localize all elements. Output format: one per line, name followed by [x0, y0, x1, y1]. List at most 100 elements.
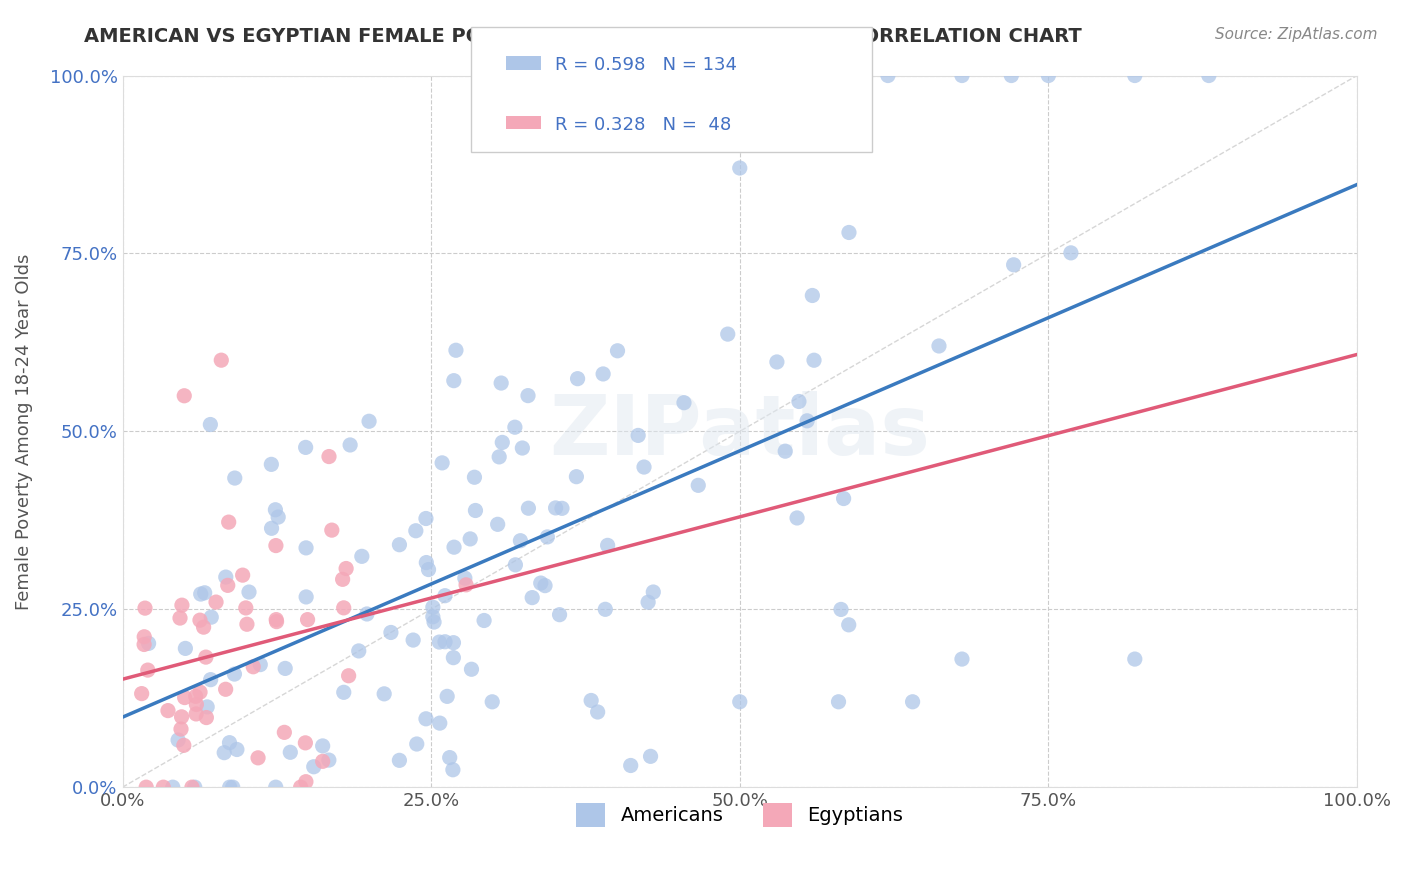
- Point: [728, 695, 751, 709]
- Point: [350, 549, 373, 564]
- Point: [530, 576, 553, 591]
- Point: [787, 394, 810, 409]
- Point: [156, 704, 179, 718]
- Point: [215, 570, 238, 584]
- Point: [236, 617, 259, 632]
- Point: [295, 590, 318, 604]
- Text: AMERICAN VS EGYPTIAN FEMALE POVERTY AMONG 18-24 YEAR OLDS CORRELATION CHART: AMERICAN VS EGYPTIAN FEMALE POVERTY AMON…: [84, 27, 1083, 45]
- Point: [415, 712, 437, 726]
- Point: [1123, 69, 1146, 83]
- Point: [136, 663, 159, 677]
- Point: [267, 510, 290, 524]
- Point: [430, 456, 453, 470]
- Point: [441, 650, 464, 665]
- Point: [266, 615, 288, 629]
- Point: [225, 742, 247, 756]
- Point: [311, 739, 333, 753]
- Point: [544, 500, 567, 515]
- Point: [302, 760, 325, 774]
- Point: [332, 572, 354, 586]
- Point: [218, 780, 240, 794]
- Text: ZIPatlas: ZIPatlas: [550, 391, 931, 472]
- Point: [688, 478, 710, 492]
- Point: [290, 780, 312, 794]
- Point: [264, 780, 287, 794]
- Point: [832, 491, 855, 506]
- Point: [928, 339, 950, 353]
- Point: [200, 610, 222, 624]
- Point: [169, 611, 191, 625]
- Point: [522, 591, 544, 605]
- Point: [260, 521, 283, 535]
- Point: [444, 343, 467, 358]
- Point: [217, 578, 239, 592]
- Point: [801, 288, 824, 302]
- Point: [181, 780, 204, 794]
- Point: [423, 615, 446, 629]
- Point: [637, 595, 659, 609]
- Point: [596, 538, 619, 552]
- Point: [950, 69, 973, 83]
- Point: [184, 780, 207, 794]
- Point: [337, 669, 360, 683]
- Point: [174, 641, 197, 656]
- Point: [173, 690, 195, 705]
- Point: [264, 539, 287, 553]
- Point: [672, 395, 695, 409]
- Point: [463, 470, 485, 484]
- Point: [551, 501, 574, 516]
- Point: [436, 690, 458, 704]
- Point: [1038, 69, 1060, 83]
- Point: [332, 600, 354, 615]
- Point: [388, 538, 411, 552]
- Point: [803, 353, 825, 368]
- Point: [218, 736, 240, 750]
- Point: [548, 607, 571, 622]
- Point: [433, 589, 456, 603]
- Point: [170, 710, 193, 724]
- Point: [152, 780, 174, 794]
- Point: [643, 585, 665, 599]
- Point: [321, 523, 343, 537]
- Point: [827, 695, 849, 709]
- Point: [592, 367, 614, 381]
- Point: [464, 503, 486, 517]
- Point: [402, 633, 425, 648]
- Point: [312, 755, 335, 769]
- Point: [486, 517, 509, 532]
- Point: [728, 161, 751, 175]
- Point: [786, 511, 808, 525]
- Point: [218, 515, 240, 529]
- Point: [460, 662, 482, 676]
- Point: [200, 417, 222, 432]
- Point: [1060, 245, 1083, 260]
- Point: [135, 780, 157, 794]
- Point: [339, 438, 361, 452]
- Point: [415, 511, 437, 525]
- Point: [472, 614, 495, 628]
- Point: [205, 595, 228, 609]
- Text: R = 0.598   N = 134: R = 0.598 N = 134: [555, 56, 737, 74]
- Point: [415, 556, 437, 570]
- Point: [1000, 69, 1022, 83]
- Point: [184, 706, 207, 721]
- Point: [901, 695, 924, 709]
- Point: [242, 659, 264, 673]
- Point: [194, 586, 217, 600]
- Point: [356, 607, 378, 621]
- Point: [357, 414, 380, 428]
- Point: [505, 558, 527, 572]
- Point: [294, 736, 316, 750]
- Point: [195, 710, 218, 724]
- Legend: Americans, Egyptians: Americans, Egyptians: [568, 795, 911, 834]
- Point: [534, 579, 557, 593]
- Point: [489, 376, 512, 390]
- Point: [194, 650, 217, 665]
- Point: [195, 699, 218, 714]
- Y-axis label: Female Poverty Among 18-24 Year Olds: Female Poverty Among 18-24 Year Olds: [15, 253, 32, 609]
- Point: [318, 450, 340, 464]
- Point: [162, 780, 184, 794]
- Point: [297, 613, 319, 627]
- Point: [1123, 652, 1146, 666]
- Point: [418, 562, 440, 576]
